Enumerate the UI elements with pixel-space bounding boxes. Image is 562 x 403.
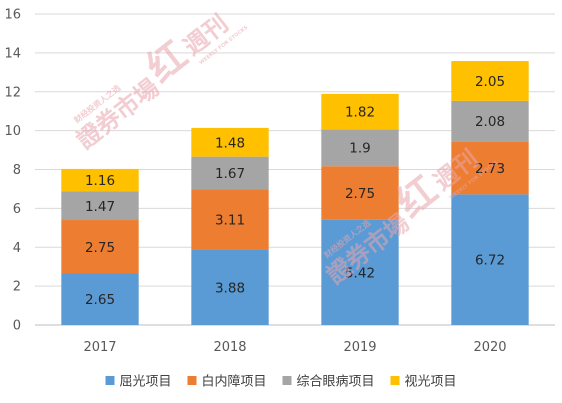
legend-label: 屈光项目	[120, 375, 172, 390]
bar-segment	[191, 127, 269, 157]
x-axis: 2017 2018 2019 2020	[83, 340, 506, 355]
bar-segment	[321, 93, 399, 130]
legend-item: 综合眼病项目	[282, 375, 375, 390]
bar-segment	[451, 194, 529, 325]
bar-segment	[61, 273, 139, 325]
y-tick-label: 4	[13, 241, 21, 256]
data-label: 3.88	[215, 280, 245, 296]
data-label: 2.65	[85, 292, 115, 308]
bar-segment	[61, 220, 139, 274]
legend-swatch	[187, 376, 197, 385]
data-label: 2.75	[85, 240, 115, 256]
bars	[61, 61, 529, 325]
bar-segment	[61, 191, 139, 221]
data-label: 1.48	[215, 135, 245, 151]
data-label: 5.42	[345, 265, 375, 281]
y-tick-label: 0	[13, 319, 21, 334]
legend-item: 屈光项目	[105, 375, 172, 390]
legend: 屈光项目 白内障项目 综合眼病项目 视光项目	[105, 374, 457, 390]
y-tick-label: 6	[13, 202, 21, 217]
bar-segment	[321, 166, 399, 220]
data-label: 6.72	[475, 253, 505, 269]
bar-segment	[61, 168, 139, 192]
bar-segment	[451, 100, 529, 142]
data-label: 1.47	[85, 199, 115, 215]
bar-segment	[321, 129, 399, 167]
bar-segment	[191, 189, 269, 250]
x-tick-label: 2019	[343, 340, 376, 355]
y-tick-label: 2	[13, 280, 21, 295]
bar-segment	[191, 249, 269, 325]
legend-label: 综合眼病项目	[297, 375, 375, 390]
legend-item: 视光项目	[390, 375, 457, 390]
data-label: 1.9	[349, 141, 370, 157]
x-tick-label: 2017	[83, 340, 116, 355]
data-label: 2.05	[475, 74, 505, 90]
y-tick-label: 10	[4, 124, 21, 139]
x-tick-label: 2018	[213, 340, 246, 355]
legend-label: 视光项目	[405, 375, 457, 390]
data-label: 1.67	[215, 166, 245, 182]
data-label: 1.82	[345, 105, 375, 121]
y-tick-label: 12	[4, 85, 21, 100]
bar-segment	[191, 156, 269, 190]
y-tick-label: 16	[4, 8, 21, 23]
data-label: 1.16	[85, 173, 115, 189]
data-label: 2.08	[475, 114, 505, 130]
bar-segment	[451, 141, 529, 195]
data-label: 2.73	[475, 161, 505, 177]
y-tick-label: 8	[13, 163, 21, 178]
data-labels: 2.65 2.75 1.47 1.16 3.88 3.11 1.67 1.48 5.42 2.75…	[85, 74, 505, 308]
y-axis: 0 2 4 6 8 10 12 14 16	[4, 8, 21, 334]
y-tick-label: 14	[4, 46, 21, 61]
legend-swatch	[282, 376, 292, 385]
bar-segment	[451, 61, 529, 101]
data-label: 2.75	[345, 186, 375, 202]
x-tick-label: 2020	[473, 340, 506, 355]
legend-item: 白内障项目	[187, 374, 267, 390]
legend-swatch	[390, 376, 400, 385]
bar-segment	[321, 219, 399, 325]
data-label: 3.11	[215, 212, 245, 228]
legend-swatch	[105, 376, 115, 385]
legend-label: 白内障项目	[202, 374, 267, 390]
